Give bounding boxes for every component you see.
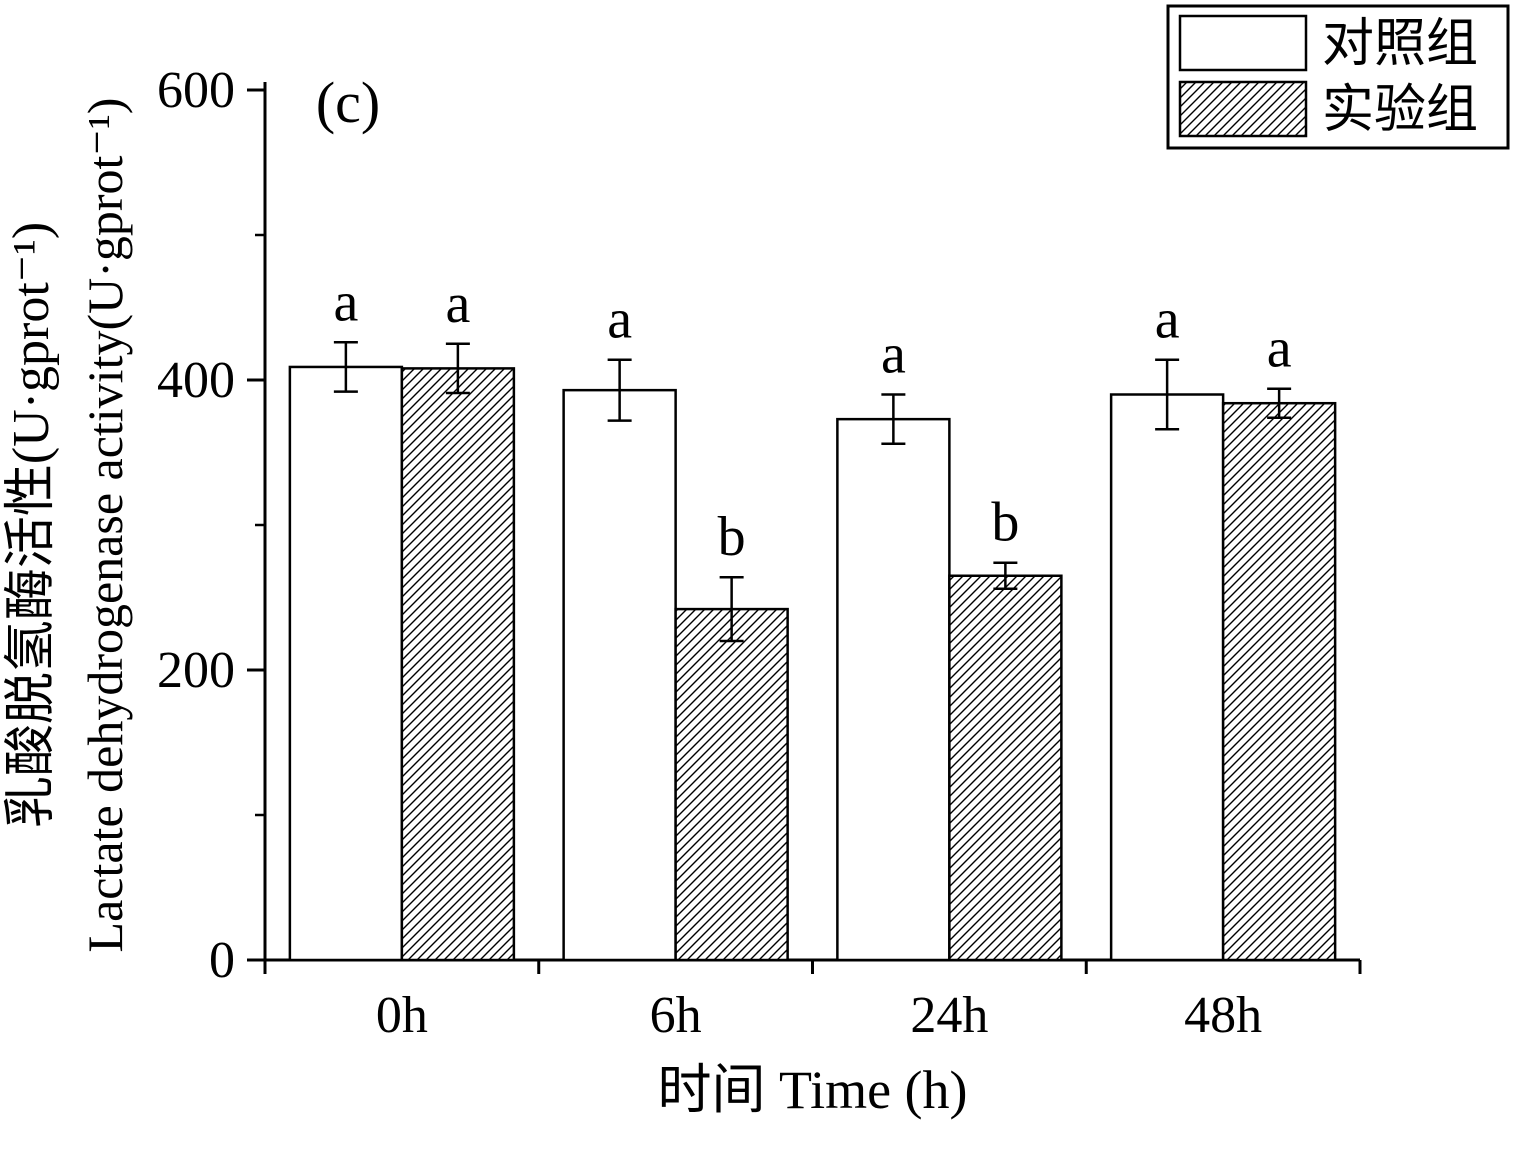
legend-swatch-experimental [1178,80,1308,138]
significance-letters: a a a a a b b a [333,271,1291,568]
y-axis-title-cn: 乳酸脱氢酶活性(U·gprot⁻¹) [3,222,60,828]
sig-letter: a [881,324,906,386]
y-tick-label: 200 [157,642,235,699]
bar-实验组-0h [400,367,516,962]
legend-swatch-control [1178,14,1308,72]
bar-对照组-0h [288,365,404,962]
bars [288,365,1337,962]
bar-对照组-24h [836,417,951,962]
x-axis-title: 时间 Time (h) [657,1060,967,1120]
y-tick-label: 400 [157,352,235,409]
x-category-label: 24h [910,987,988,1044]
x-category-label: 48h [1184,987,1262,1044]
bar-实验组-6h [674,607,789,962]
error-bars [333,341,1292,643]
x-category-label: 0h [376,987,428,1044]
sig-letter: a [445,273,470,335]
bar-对照组-6h [562,388,677,962]
y-tick-label: 0 [209,932,235,989]
sig-letter: a [333,271,358,333]
x-category-label: 6h [650,987,702,1044]
sig-letter: b [991,492,1019,554]
bar-对照组-48h [1109,393,1225,962]
bar-实验组-24h [948,574,1063,962]
y-tick-label: 600 [157,62,235,119]
sig-letter: a [1267,318,1292,380]
legend-label: 实验组 [1322,82,1478,139]
legend-label: 对照组 [1322,16,1478,73]
panel-label: (c) [316,70,380,135]
y-axis-title-en: Lactate dehydrogenase activity(U·gprot⁻¹… [77,98,133,953]
sig-letter: a [1155,289,1180,351]
axes: 0 200 400 600 0h 6h 24h 48h [157,62,1362,1044]
bar-实验组-48h [1221,401,1337,962]
sig-letter: b [718,506,746,568]
sig-letter: a [607,289,632,351]
